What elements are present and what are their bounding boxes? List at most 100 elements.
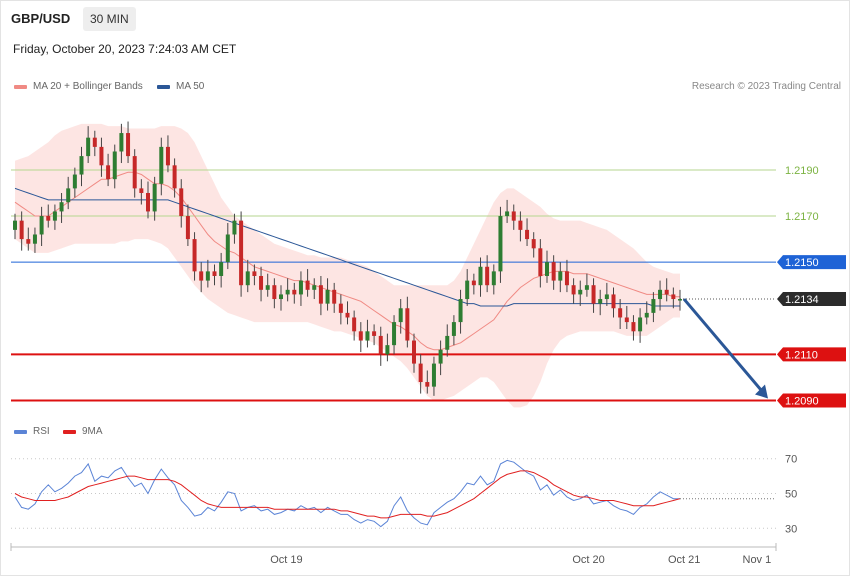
candle bbox=[26, 227, 31, 251]
candle-body bbox=[531, 239, 536, 249]
candle-body bbox=[32, 234, 37, 244]
level-lines-layer bbox=[11, 169, 776, 402]
candle bbox=[239, 211, 244, 297]
candle-body bbox=[46, 216, 51, 221]
candle bbox=[372, 324, 377, 346]
candle bbox=[332, 282, 337, 313]
candle bbox=[132, 149, 137, 198]
candle-body bbox=[13, 220, 17, 230]
candle-body bbox=[584, 285, 589, 290]
forecast-arrow-shaft bbox=[682, 298, 766, 395]
candle-body bbox=[425, 382, 430, 387]
candle-body bbox=[146, 192, 150, 212]
candle bbox=[438, 340, 443, 376]
x-tick-label: Oct 21 bbox=[668, 554, 700, 566]
candle-body bbox=[126, 133, 131, 157]
candle bbox=[305, 269, 310, 297]
legend-ma50: MA 50 bbox=[157, 81, 204, 92]
candle bbox=[471, 273, 476, 295]
candle-body bbox=[451, 322, 456, 336]
candle bbox=[591, 278, 596, 313]
candle-body bbox=[458, 299, 463, 323]
legend-swatch-rsi bbox=[14, 429, 27, 434]
research-credit: Research © 2023 Trading Central bbox=[691, 81, 841, 92]
candle bbox=[185, 204, 190, 247]
candle-body bbox=[26, 239, 31, 244]
candle bbox=[491, 264, 496, 295]
candle-body bbox=[372, 331, 377, 336]
candle bbox=[212, 264, 217, 286]
candle bbox=[458, 289, 463, 334]
candle-body bbox=[292, 289, 297, 295]
timestamp: Friday, October 20, 2023 7:24:03 AM CET bbox=[13, 42, 237, 56]
candle-body bbox=[471, 280, 476, 286]
candle bbox=[358, 322, 363, 353]
legend-rsi: RSI bbox=[14, 426, 50, 437]
candle-body bbox=[398, 308, 403, 323]
candle bbox=[298, 271, 303, 306]
candle-body bbox=[152, 183, 157, 212]
candle-body bbox=[638, 317, 643, 332]
candle bbox=[525, 218, 530, 247]
level-value: 1.2134 bbox=[785, 294, 819, 306]
timeframe-badge[interactable]: 30 MIN bbox=[83, 7, 136, 31]
candle bbox=[312, 278, 317, 300]
candle bbox=[538, 239, 543, 288]
candle-body bbox=[378, 335, 383, 355]
candle-body bbox=[192, 239, 197, 272]
candle bbox=[564, 259, 569, 293]
candle bbox=[385, 333, 390, 362]
candle-body bbox=[525, 229, 530, 240]
candle bbox=[505, 199, 510, 223]
candle bbox=[611, 287, 616, 318]
candle-body bbox=[358, 331, 363, 341]
candle bbox=[86, 126, 91, 164]
candle bbox=[66, 176, 71, 210]
level-label-1.2110: 1.2110 bbox=[777, 347, 846, 362]
candle-body bbox=[179, 188, 184, 217]
legend-label-9ma: 9MA bbox=[82, 426, 103, 437]
candle-body bbox=[651, 299, 656, 313]
moving-average-layer bbox=[14, 171, 680, 351]
candle bbox=[219, 252, 224, 288]
legend-swatch-ma20 bbox=[14, 84, 27, 89]
legend-swatch-ma50 bbox=[157, 84, 170, 89]
candle bbox=[119, 123, 124, 164]
candle bbox=[179, 179, 184, 228]
candle-body bbox=[298, 280, 303, 295]
candle-body bbox=[664, 289, 669, 295]
candle bbox=[252, 264, 257, 286]
candle-body bbox=[591, 285, 596, 304]
candle-body bbox=[658, 289, 663, 300]
candle bbox=[631, 315, 636, 341]
candle bbox=[338, 294, 343, 325]
candle bbox=[245, 259, 250, 293]
candle-body bbox=[392, 322, 397, 346]
candle-body bbox=[578, 289, 583, 295]
candle-body bbox=[478, 266, 483, 286]
ma20-line bbox=[14, 171, 680, 351]
candle-body bbox=[418, 363, 423, 383]
candle bbox=[146, 181, 150, 219]
candle bbox=[46, 204, 51, 228]
candle-body bbox=[618, 308, 623, 318]
candle-body bbox=[119, 133, 124, 152]
candle bbox=[72, 167, 77, 198]
candle bbox=[232, 213, 237, 244]
candle-body bbox=[678, 299, 682, 301]
level-value: 1.2110 bbox=[785, 349, 818, 361]
candle bbox=[604, 282, 609, 306]
candle-body bbox=[72, 174, 77, 189]
candle-body bbox=[505, 211, 510, 217]
rsi-tick-30: 30 bbox=[785, 523, 797, 535]
level-value: 1.2090 bbox=[785, 395, 819, 407]
candle bbox=[318, 275, 323, 316]
candle-body bbox=[205, 271, 210, 281]
candle bbox=[425, 370, 430, 394]
forecast-arrow-head bbox=[755, 384, 768, 399]
candle-body bbox=[92, 137, 97, 147]
candle-body bbox=[558, 271, 563, 281]
candle bbox=[126, 121, 131, 164]
candle bbox=[165, 135, 170, 173]
